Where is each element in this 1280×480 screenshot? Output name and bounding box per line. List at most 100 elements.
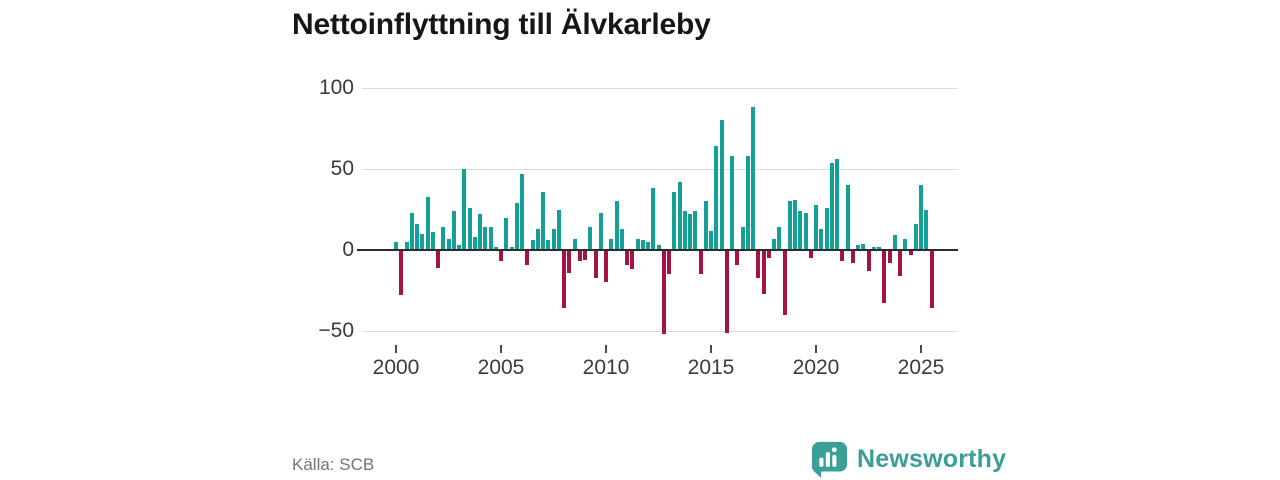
bar-2009-q3	[593, 250, 598, 278]
bar-2008-q2	[567, 250, 572, 273]
bar-2010-q1	[604, 250, 608, 283]
bar-2011-q1	[625, 250, 629, 265]
bar-2018-q3	[782, 250, 787, 315]
bar-2021-q4	[850, 250, 855, 263]
bar-2006-q4	[535, 228, 540, 250]
newsworthy-logo-icon	[811, 441, 848, 478]
bar-2009-q1	[583, 250, 587, 260]
bar-2013-q3	[677, 181, 682, 250]
bar-2017-q2	[756, 250, 761, 278]
x-axis-label-2015: 2015	[687, 356, 735, 379]
bar-2015-q1	[709, 230, 713, 250]
bar-2010-q4	[619, 228, 624, 250]
bar-2021-q1	[835, 159, 839, 250]
x-axis-label-2025: 2025	[897, 356, 945, 379]
bar-2001-q2	[420, 233, 425, 250]
bar-2024-q1	[898, 250, 902, 276]
bar-2013-q1	[667, 250, 671, 275]
zero-axis-line	[357, 249, 958, 251]
bar-2011-q4	[640, 240, 645, 250]
bar-2008-q3	[572, 238, 577, 250]
bar-2017-q1	[751, 107, 755, 250]
bar-2006-q2	[525, 250, 530, 265]
bar-2004-q3	[488, 227, 493, 250]
bar-2007-q2	[546, 240, 551, 250]
bar-2005-q3	[509, 246, 514, 250]
source-label: Källa: SCB	[292, 455, 375, 474]
bar-2019-q2	[798, 211, 803, 250]
bar-2025-q3	[929, 250, 934, 309]
bar-2003-q1	[457, 245, 461, 250]
bar-2010-q3	[614, 201, 619, 250]
x-axis-tick-2025	[920, 345, 922, 353]
bar-2006-q1	[520, 173, 524, 250]
bar-2015-q2	[714, 146, 719, 250]
y-axis-label-0: 0	[342, 238, 354, 261]
bar-2019-q3	[803, 212, 808, 250]
bar-2021-q3	[845, 185, 850, 250]
x-axis-tick-2020	[815, 345, 817, 353]
bar-2019-q1	[793, 199, 797, 250]
bar-2003-q2	[462, 169, 467, 250]
bar-2002-q4	[451, 211, 456, 250]
x-axis-tick-2000	[395, 345, 397, 353]
bar-2007-q1	[541, 191, 545, 250]
gridline-100	[362, 88, 958, 89]
bar-2007-q4	[556, 209, 561, 250]
bar-2014-q3	[698, 250, 703, 275]
bar-2018-q1	[772, 238, 776, 250]
bar-2025-q2	[924, 209, 929, 250]
bar-2021-q2	[840, 250, 845, 262]
bar-2010-q2	[609, 238, 614, 250]
bar-2001-q1	[415, 224, 419, 250]
bar-2015-q4	[724, 250, 729, 333]
bar-2005-q1	[499, 250, 503, 262]
bar-2003-q3	[467, 207, 472, 250]
bar-2015-q3	[719, 120, 724, 250]
bar-2002-q2	[441, 227, 446, 250]
bar-2016-q1	[730, 156, 734, 250]
bar-2007-q3	[551, 228, 556, 250]
bar-2012-q3	[656, 245, 661, 250]
bar-2023-q1	[877, 246, 881, 250]
bar-2020-q3	[824, 207, 829, 250]
bar-2014-q2	[693, 211, 698, 250]
newsworthy-brand-name: Newsworthy	[857, 445, 1007, 473]
bar-2018-q2	[777, 227, 782, 250]
bar-2013-q4	[682, 211, 687, 250]
bar-2008-q4	[577, 250, 582, 262]
bar-2012-q4	[661, 250, 666, 335]
bar-2025-q1	[919, 185, 923, 250]
gridline-50	[362, 169, 958, 170]
bar-2022-q4	[871, 246, 876, 250]
x-axis-label-2005: 2005	[477, 356, 525, 379]
bar-2008-q1	[562, 250, 566, 309]
bar-2023-q2	[882, 250, 887, 304]
bar-2016-q2	[735, 250, 740, 265]
x-axis-label-2020: 2020	[792, 356, 840, 379]
bar-2023-q4	[892, 235, 897, 250]
bar-2003-q4	[472, 237, 477, 250]
bar-2023-q3	[887, 250, 892, 263]
bar-2020-q4	[829, 162, 834, 250]
bar-2024-q2	[903, 238, 908, 250]
bar-2013-q2	[672, 191, 677, 250]
bar-2012-q1	[646, 241, 650, 250]
bar-2009-q4	[598, 212, 603, 250]
bar-2002-q1	[436, 250, 440, 268]
bar-2018-q4	[787, 201, 792, 250]
bar-2000-q2	[399, 250, 404, 296]
chart-title: Nettoinflyttning till Älvkarleby	[292, 8, 711, 41]
bar-2022-q2	[861, 243, 866, 250]
y-axis-label-50: 50	[330, 157, 354, 180]
bar-2005-q2	[504, 217, 509, 250]
x-axis-tick-2015	[710, 345, 712, 353]
bar-2019-q4	[808, 250, 813, 259]
x-axis-tick-2005	[500, 345, 502, 353]
x-axis-label-2010: 2010	[582, 356, 630, 379]
bar-2006-q3	[530, 240, 535, 250]
bar-2009-q2	[588, 227, 593, 250]
bar-2001-q3	[425, 196, 430, 250]
bar-2017-q3	[761, 250, 766, 294]
x-axis-label-2000: 2000	[372, 356, 420, 379]
